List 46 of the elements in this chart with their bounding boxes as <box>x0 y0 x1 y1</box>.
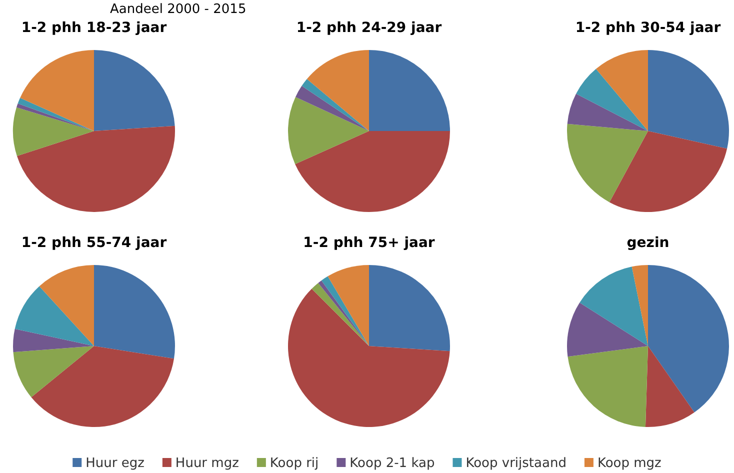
pie-slice <box>609 131 728 212</box>
pie-slice <box>645 346 694 427</box>
text: Aandeel 2000 - 2015 <box>110 2 246 17</box>
legend-label: Huur egz <box>86 456 145 471</box>
pie-slice <box>648 50 729 149</box>
pie-slice <box>14 286 94 346</box>
chart-title: 1-2 phh 18-23 jaar <box>21 20 167 36</box>
pie-slice <box>648 265 729 412</box>
chart-title: 1-2 phh 30-54 jaar <box>575 20 721 36</box>
pie-slice <box>369 265 450 352</box>
pie-slice <box>369 50 450 131</box>
chart-title: 1-2 phh 55-74 jaar <box>21 235 167 251</box>
pie-slice <box>13 107 94 156</box>
pie-slice <box>632 265 648 346</box>
pie-slice <box>288 288 450 427</box>
pie-slice <box>39 265 94 346</box>
pie-slice <box>576 68 648 131</box>
pie-slice <box>295 86 369 131</box>
chart-title: 1-2 phh 24-29 jaar <box>296 20 442 36</box>
pie-slice <box>580 266 648 346</box>
pie-slice <box>567 124 648 202</box>
pie-slice <box>16 126 175 212</box>
chart-title: gezin <box>626 235 670 251</box>
pie-slice <box>596 50 648 131</box>
legend-label: Koop mgz <box>597 456 662 471</box>
pie-slice <box>16 104 94 131</box>
pie-slice <box>567 94 648 131</box>
pie-slice <box>288 96 369 164</box>
pie-slice <box>295 131 450 212</box>
chart-title: 1-2 phh 75+ jaar <box>303 235 435 251</box>
legend-label: Huur mgz <box>175 456 240 471</box>
pie-slice <box>328 265 369 346</box>
legend-label: Koop 2-1 kap <box>350 456 435 471</box>
pie-slice <box>31 346 174 427</box>
pie-slice <box>306 50 369 131</box>
pie-slice <box>13 346 94 398</box>
pie-slice <box>302 78 369 131</box>
pie-slice <box>94 265 175 359</box>
pie-slice <box>13 328 94 352</box>
legend-label: Koop rij <box>270 456 319 471</box>
legend-label: Koop vrijstaand <box>466 456 566 471</box>
pie-slice <box>94 50 175 131</box>
pie-slice <box>568 346 648 427</box>
pie-slice <box>567 302 648 357</box>
pie-slice <box>20 50 94 131</box>
pie-slice <box>18 98 94 131</box>
